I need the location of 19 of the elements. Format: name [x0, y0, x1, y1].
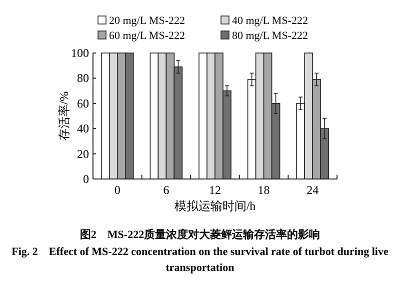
x-tick-label: 12 [209, 183, 221, 197]
y-axis-title: 存活率/% [57, 91, 71, 141]
text: Fig. 2 Effect of MS-222 concentration on the survival rate of turbot during live transportation [12, 246, 388, 274]
y-tick-label: 100 [71, 46, 89, 60]
y-tick-label: 0 [83, 172, 89, 186]
x-tick-label: 18 [258, 183, 270, 197]
legend-label: 60 mg/L MS-222 [109, 30, 185, 42]
legend-label: 80 mg/L MS-222 [232, 30, 308, 42]
x-tick-label: 0 [114, 183, 120, 197]
y-tick-label: 60 [77, 96, 89, 110]
x-tick-label: 6 [163, 183, 170, 197]
legend-label: 20 mg/L MS-222 [109, 15, 185, 27]
y-tick-label: 80 [77, 71, 89, 86]
text: 图2 MS-222质量浓度对大菱鲆运输存活率的影响 [80, 228, 320, 241]
y-tick-label: 20 [77, 146, 89, 161]
x-tick-label: 24 [306, 183, 319, 197]
x-axis-title: 模拟运输时间/h [174, 199, 256, 213]
y-tick-label: 40 [77, 122, 89, 136]
legend-label: 40 mg/L MS-222 [232, 15, 308, 27]
